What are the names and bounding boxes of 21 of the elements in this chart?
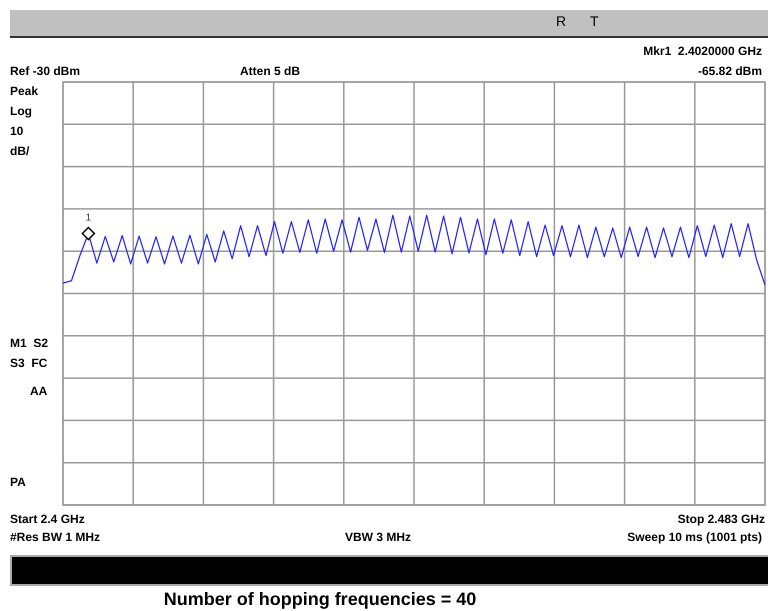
text: -65.82 dBm	[698, 64, 762, 78]
text: R	[556, 13, 566, 29]
text: Log	[10, 104, 32, 118]
text: Sweep 10 ms (1001 pts)	[627, 530, 762, 544]
text: Stop 2.483 GHz	[678, 512, 765, 526]
text: Atten 5 dB	[240, 64, 300, 78]
text: Number of hopping frequencies = 40	[162, 589, 478, 610]
text: dB/	[10, 144, 30, 158]
text: Ref -30 dBm	[10, 64, 80, 78]
text: M1 S2	[10, 336, 48, 350]
text: 10	[10, 124, 24, 138]
text: #Res BW 1 MHz	[10, 530, 100, 544]
text: VBW 3 MHz	[345, 530, 411, 544]
text: S3 FC	[10, 356, 48, 370]
text: PA	[10, 475, 26, 489]
text: AA	[30, 384, 48, 398]
text: Mkr1 2.4020000 GHz	[643, 44, 762, 58]
text: T	[590, 13, 599, 29]
text: Start 2.4 GHz	[10, 512, 85, 526]
text: Peak	[10, 84, 38, 98]
annotation: 1	[86, 212, 92, 224]
